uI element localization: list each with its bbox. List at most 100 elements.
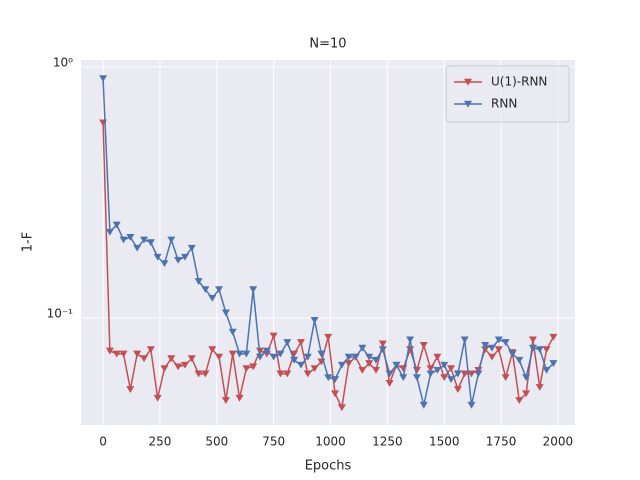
x-tick-label: 0 — [99, 435, 107, 449]
point-marker — [146, 239, 155, 247]
point-marker — [392, 361, 401, 369]
point-marker — [269, 353, 278, 361]
point-marker — [126, 386, 135, 393]
point-marker — [235, 394, 244, 402]
point-marker — [399, 374, 408, 382]
point-marker — [549, 333, 558, 341]
point-marker — [385, 370, 394, 378]
point-marker — [433, 353, 442, 361]
chart-title: N=10 — [309, 37, 346, 52]
point-marker — [467, 370, 476, 378]
point-marker — [358, 344, 367, 352]
point-marker — [365, 360, 374, 367]
point-marker — [378, 340, 387, 348]
point-marker — [535, 346, 544, 354]
point-marker — [228, 350, 237, 358]
point-marker — [221, 397, 230, 404]
point-marker — [133, 350, 142, 358]
point-marker — [187, 244, 196, 252]
y-tick-label: 10⁰ — [53, 55, 73, 69]
point-marker — [426, 370, 435, 378]
point-marker — [535, 384, 544, 391]
x-tick-label: 250 — [148, 435, 171, 449]
point-marker — [249, 363, 258, 371]
point-marker — [112, 350, 121, 358]
point-marker — [331, 390, 340, 398]
point-marker — [447, 376, 456, 383]
point-marker — [296, 339, 305, 346]
point-marker — [358, 366, 367, 374]
x-tick-label: 750 — [262, 435, 285, 449]
point-marker — [126, 233, 135, 241]
point-marker — [501, 374, 510, 382]
point-marker — [249, 286, 258, 294]
point-marker — [310, 365, 319, 373]
point-marker — [99, 75, 108, 83]
point-marker — [174, 363, 183, 371]
point-marker — [180, 361, 189, 369]
legend: U(1)-RNN RNN — [445, 65, 570, 123]
point-marker — [324, 333, 333, 341]
point-marker — [140, 236, 149, 244]
point-marker — [235, 350, 244, 358]
point-marker — [255, 353, 264, 361]
point-marker — [215, 353, 224, 361]
point-marker — [528, 344, 537, 352]
point-marker — [371, 356, 380, 364]
x-tick-label: 1500 — [429, 435, 460, 449]
point-marker — [119, 236, 128, 244]
point-marker — [406, 336, 415, 344]
point-marker — [153, 253, 162, 261]
x-tick-label: 1750 — [486, 435, 517, 449]
point-marker — [119, 350, 128, 358]
point-marker — [487, 344, 496, 352]
point-marker — [365, 353, 374, 361]
point-marker — [215, 286, 224, 294]
point-marker — [180, 253, 189, 261]
point-marker — [331, 376, 340, 383]
point-marker — [146, 346, 155, 354]
point-marker — [262, 347, 271, 355]
point-marker — [283, 339, 292, 346]
point-marker — [160, 260, 169, 268]
point-marker — [515, 397, 524, 404]
point-marker — [201, 370, 210, 378]
point-marker — [453, 386, 462, 393]
point-marker — [324, 374, 333, 382]
point-marker — [303, 353, 312, 361]
point-marker — [542, 346, 551, 354]
legend-marker — [464, 78, 472, 86]
legend-label: U(1)-RNN — [491, 75, 547, 89]
point-marker — [481, 346, 490, 354]
point-marker — [419, 341, 428, 349]
point-marker — [153, 394, 162, 402]
point-marker — [317, 350, 326, 358]
point-marker — [433, 366, 442, 374]
point-marker — [371, 366, 380, 374]
point-marker — [522, 390, 531, 398]
x-tick-label: 1000 — [315, 435, 346, 449]
point-marker — [508, 350, 517, 358]
point-marker — [344, 353, 353, 361]
point-marker — [303, 370, 312, 378]
point-marker — [105, 347, 114, 355]
point-marker — [283, 370, 292, 378]
legend-label: RNN — [491, 97, 517, 111]
point-marker — [494, 346, 503, 354]
point-marker — [221, 309, 230, 317]
point-marker — [494, 336, 503, 344]
point-marker — [201, 286, 210, 294]
point-marker — [385, 380, 394, 387]
y-axis-label: 1-F — [21, 232, 36, 252]
point-marker — [112, 221, 121, 229]
y-tick-label: 10⁻¹ — [47, 307, 74, 321]
point-marker — [542, 366, 551, 374]
point-marker — [133, 244, 142, 252]
point-marker — [208, 294, 217, 302]
legend-marker — [464, 100, 472, 108]
point-marker — [528, 336, 537, 344]
point-marker — [194, 278, 203, 285]
point-marker — [160, 365, 169, 373]
point-marker — [310, 317, 319, 324]
point-marker — [453, 370, 462, 378]
